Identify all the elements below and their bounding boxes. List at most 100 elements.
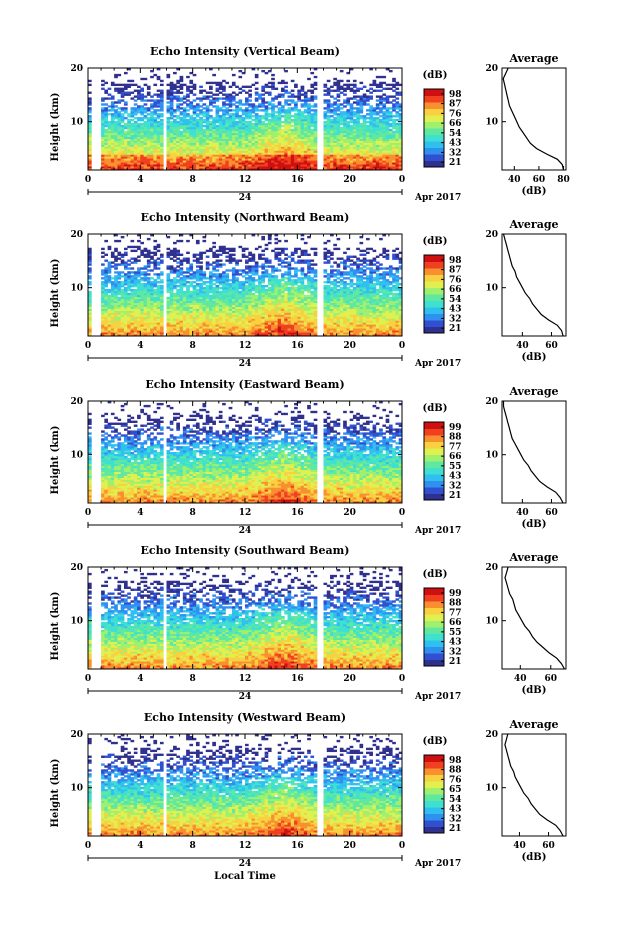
heatmap-cell: [130, 146, 135, 149]
heatmap-cell: [159, 164, 164, 167]
heatmap-cell: [267, 124, 272, 128]
heatmap-cell: [150, 107, 154, 110]
heatmap-cell: [156, 95, 161, 98]
heatmap-cell: [290, 144, 295, 147]
heatmap-cell: [117, 140, 122, 143]
heatmap-cell: [179, 75, 184, 79]
heatmap-cell: [212, 160, 216, 163]
heatmap-cell: [274, 154, 279, 157]
heatmap-cell: [248, 164, 252, 167]
heatmap-cell: [117, 83, 122, 87]
heatmap-cell: [114, 126, 118, 130]
heatmap-cell: [127, 162, 131, 165]
heatmap-cell: [251, 164, 256, 167]
heatmap-cell: [88, 126, 92, 130]
heatmap-cell: [228, 269, 233, 272]
heatmap-cell: [127, 113, 131, 116]
heatmap-cell: [323, 83, 328, 87]
heatmap-cell: [88, 267, 92, 270]
heatmap-cell: [212, 119, 216, 122]
heatmap-cell: [110, 132, 115, 136]
heatmap-cell: [101, 281, 105, 284]
heatmap-cell: [352, 101, 357, 104]
heatmap-cell: [195, 144, 200, 147]
heatmap-cell: [156, 281, 161, 284]
heatmap-cell: [189, 117, 194, 120]
heatmap-cell: [146, 166, 151, 169]
heatmap-cell: [202, 140, 207, 143]
heatmap-cell: [258, 119, 262, 122]
heatmap-cell: [130, 156, 135, 159]
heatmap-cell: [182, 142, 187, 145]
heatmap-cell: [120, 83, 125, 87]
heatmap-cell: [179, 119, 184, 122]
heatmap-cell: [133, 138, 138, 141]
heatmap-cell: [199, 144, 203, 147]
heatmap-cell: [173, 292, 177, 296]
heatmap-cell: [120, 160, 125, 163]
heatmap-cell: [110, 124, 115, 128]
heatmap-cell: [245, 150, 249, 153]
heatmap-cell: [251, 144, 256, 147]
heatmap-cell: [107, 138, 112, 141]
heatmap-cell: [186, 144, 190, 147]
heatmap-cell: [101, 140, 105, 143]
heatmap-cell: [238, 168, 243, 171]
heatmap-cell: [146, 109, 151, 112]
heatmap-cell: [261, 89, 266, 92]
heatmap-cell: [225, 120, 230, 124]
heatmap-cell: [228, 99, 233, 102]
heatmap-cell: [222, 132, 226, 136]
heatmap-cell: [222, 142, 226, 145]
heatmap-cell: [133, 111, 138, 114]
heatmap-cell: [133, 140, 138, 143]
heatmap-cell: [352, 111, 357, 114]
heatmap-cell: [176, 130, 180, 134]
heatmap-cell: [123, 166, 128, 169]
heatmap-cell: [218, 273, 223, 276]
heatmap-cell: [114, 73, 118, 77]
heatmap-cell: [264, 168, 269, 171]
heatmap-cell: [101, 150, 105, 153]
heatmap-cell: [372, 107, 377, 110]
heatmap-cell: [323, 120, 328, 124]
heatmap-cell: [130, 152, 135, 155]
panel-title: Echo Intensity (Vertical Beam): [150, 45, 340, 58]
heatmap-cell: [280, 95, 285, 98]
heatmap-cell: [248, 103, 252, 106]
heatmap-cell: [159, 134, 164, 138]
heatmap-cell: [280, 156, 285, 159]
heatmap-cell: [254, 136, 259, 140]
heatmap-cell: [284, 69, 288, 73]
heatmap-cell: [166, 164, 171, 167]
heatmap-cell: [235, 154, 239, 157]
heatmap-cell: [245, 160, 249, 163]
heatmap-cell: [280, 93, 285, 96]
heatmap-cell: [120, 93, 125, 96]
heatmap-cell: [294, 168, 298, 171]
heatmap-cell: [385, 95, 390, 98]
heatmap-cell: [159, 130, 164, 134]
heatmap-cell: [205, 140, 210, 143]
heatmap-cell: [137, 122, 141, 126]
heatmap-cell: [261, 109, 266, 112]
heatmap-cell: [182, 162, 187, 165]
heatmap-cell: [189, 144, 194, 147]
heatmap-cell: [123, 286, 128, 290]
heatmap-cell: [199, 109, 203, 112]
heatmap-cell: [202, 156, 207, 159]
heatmap-cell: [186, 162, 190, 165]
heatmap-cell: [137, 164, 141, 167]
heatmap-cell: [261, 154, 266, 157]
heatmap-cell: [258, 115, 262, 118]
heatmap-cell: [169, 95, 174, 98]
heatmap-cell: [88, 144, 92, 147]
heatmap-cell: [222, 101, 226, 104]
heatmap-cell: [182, 158, 187, 161]
heatmap-cell: [156, 158, 161, 161]
heatmap-cell: [195, 107, 200, 110]
heatmap-cell: [222, 87, 226, 90]
heatmap-cell: [195, 152, 200, 155]
heatmap-cell: [101, 168, 105, 171]
heatmap-cell: [137, 152, 141, 155]
